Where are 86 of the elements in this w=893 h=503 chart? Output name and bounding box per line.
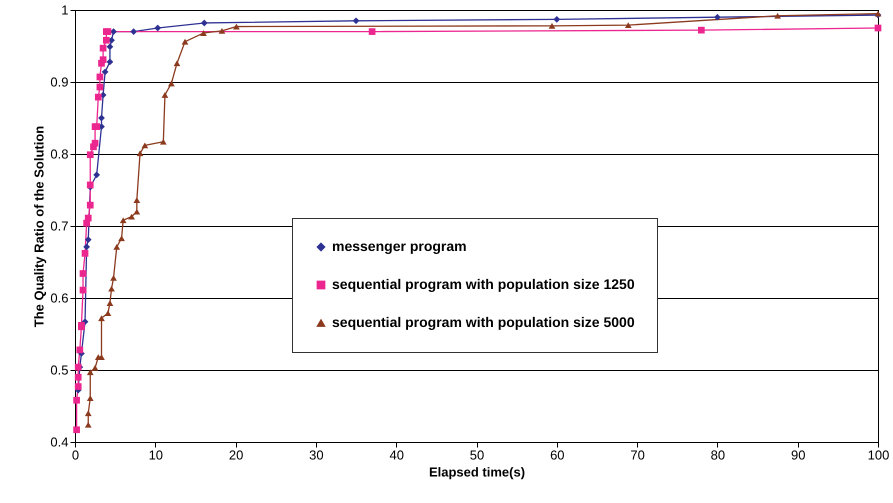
point (84, 422, 92, 428)
point (108, 286, 115, 292)
x-axis-title: Elapsed time(s) (428, 464, 526, 480)
point (92, 364, 98, 371)
point (352, 17, 360, 24)
point (74, 383, 82, 390)
point (168, 80, 175, 86)
point (86, 151, 94, 158)
point (136, 150, 144, 156)
point (368, 28, 376, 35)
point (133, 208, 140, 215)
point (98, 114, 105, 122)
y-tick-label: 0.7 (50, 218, 68, 234)
point (106, 43, 114, 50)
point (98, 315, 105, 322)
x-tick-label: 90 (790, 448, 806, 462)
point (84, 214, 92, 222)
y-tick-label: 0.6 (50, 290, 68, 306)
point (774, 12, 781, 19)
point (553, 16, 560, 23)
point (100, 56, 106, 64)
point (74, 374, 82, 381)
x-tick-label: 100 (868, 448, 890, 462)
point (218, 28, 226, 34)
x-tick-label: 20 (228, 448, 244, 462)
point (154, 24, 162, 32)
point (106, 58, 114, 66)
point (94, 94, 102, 100)
point (200, 20, 208, 26)
legend-label: sequential program with population size 5000 (332, 314, 635, 330)
x-tick-label: 10 (148, 448, 164, 462)
point (874, 24, 882, 32)
x-tick-label: 40 (389, 448, 404, 462)
point (73, 396, 80, 404)
y-tick-label: 0.8 (50, 146, 68, 162)
point (73, 426, 80, 434)
y-tick-label: 0.5 (50, 362, 68, 378)
point (93, 172, 100, 178)
point (110, 274, 117, 281)
point (182, 38, 188, 45)
point (86, 395, 94, 401)
legend-label: sequential program with population size 1250 (332, 276, 635, 292)
point (102, 68, 108, 76)
x-tick-label: 60 (550, 448, 565, 462)
x-tick-label: 0 (72, 448, 80, 462)
point (548, 22, 556, 29)
point (200, 30, 207, 36)
x-tick-label: 80 (710, 448, 726, 462)
x-tick-label: 70 (630, 448, 645, 462)
point (174, 60, 180, 66)
point (76, 346, 84, 354)
point (133, 197, 140, 203)
x-tick-label: 30 (309, 448, 324, 462)
y-tick-label: 0.4 (50, 434, 68, 450)
point (92, 140, 98, 147)
point (104, 310, 112, 316)
point (84, 410, 92, 416)
legend-label: messenger program (332, 238, 467, 254)
point (96, 74, 104, 80)
point (113, 244, 120, 250)
point (80, 286, 86, 294)
point (120, 217, 127, 224)
x-tick-label: 50 (470, 448, 484, 462)
point (714, 14, 721, 21)
point (233, 24, 240, 30)
point (96, 84, 104, 90)
point (160, 138, 167, 145)
point (102, 36, 110, 44)
point (100, 44, 106, 52)
y-tick-label: 0.9 (50, 74, 68, 90)
point (82, 250, 88, 257)
point (86, 369, 94, 376)
point (83, 244, 90, 250)
point (118, 235, 125, 242)
point (84, 236, 92, 244)
point (624, 22, 632, 28)
point (698, 26, 705, 34)
point (130, 28, 137, 35)
point (128, 214, 135, 220)
y-tick-label: 1 (61, 2, 68, 18)
point (80, 270, 86, 277)
point (142, 142, 148, 148)
point (162, 92, 168, 98)
point (86, 202, 94, 208)
y-axis-title: The Quality Ratio of the Solution (31, 126, 46, 328)
point (106, 300, 114, 306)
